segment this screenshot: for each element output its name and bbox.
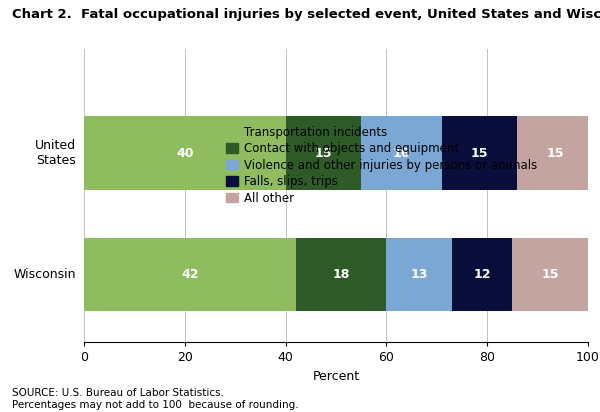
Text: 40: 40 — [176, 147, 194, 159]
Text: 42: 42 — [181, 269, 199, 281]
Bar — [512, 239, 588, 311]
Bar — [286, 117, 361, 190]
Text: 13: 13 — [410, 269, 428, 281]
Bar — [84, 239, 296, 311]
Bar — [386, 239, 452, 311]
Text: 15: 15 — [547, 147, 564, 159]
Bar — [452, 239, 512, 311]
Legend: Transportation incidents, Contact with objects and equipment, Violence and other: Transportation incidents, Contact with o… — [226, 126, 537, 205]
Text: 15: 15 — [314, 147, 332, 159]
Text: 15: 15 — [541, 269, 559, 281]
Bar — [84, 117, 286, 190]
Text: Chart 2.  Fatal occupational injuries by selected event, United States and Wisco: Chart 2. Fatal occupational injuries by … — [12, 8, 600, 21]
Text: 16: 16 — [393, 147, 410, 159]
Text: SOURCE: U.S. Bureau of Labor Statistics.
Percentages may not add to 100  because: SOURCE: U.S. Bureau of Labor Statistics.… — [12, 389, 299, 410]
Bar — [442, 117, 517, 190]
Text: 12: 12 — [473, 269, 491, 281]
Bar — [361, 117, 442, 190]
Text: 18: 18 — [332, 269, 350, 281]
Text: 15: 15 — [471, 147, 488, 159]
Bar — [296, 239, 386, 311]
X-axis label: Percent: Percent — [313, 370, 359, 383]
Bar — [517, 117, 593, 190]
